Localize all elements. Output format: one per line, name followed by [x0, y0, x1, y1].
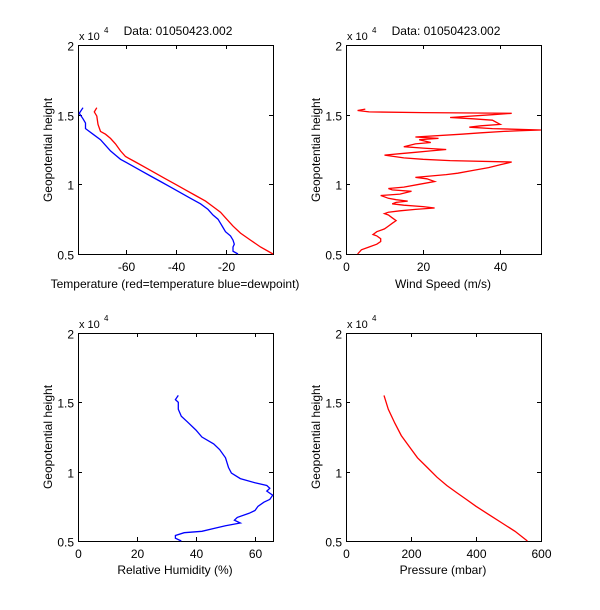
- y-tick-label: 1.5: [325, 110, 342, 124]
- y-tick-label: 0.5: [57, 536, 74, 550]
- y-tick-label: 1: [67, 179, 74, 193]
- x-tick-label: 40: [190, 547, 204, 561]
- plot-title: Data: 01050423.002: [124, 24, 233, 38]
- y-multiplier-exponent: 4: [104, 26, 109, 35]
- y-tick-label: 0.5: [325, 249, 342, 263]
- y-tick-label: 1.5: [57, 110, 74, 124]
- y-tick-label: 1.5: [57, 397, 74, 411]
- series-line-pressure: [383, 395, 528, 542]
- y-tick-label: 2: [67, 40, 74, 54]
- y-tick-label: 1: [67, 467, 74, 481]
- y-multiplier-exponent: 4: [104, 314, 109, 323]
- series-line-relative-humidity: [174, 395, 274, 542]
- x-tick-label: 0: [75, 547, 82, 561]
- y-multiplier-exponent: 4: [372, 314, 377, 323]
- y-tick-label: 0.5: [325, 536, 342, 550]
- x-axis-label: Relative Humidity (%): [117, 563, 232, 577]
- plot-area: [78, 333, 274, 542]
- x-tick-label: 400: [466, 547, 486, 561]
- x-tick-label: 600: [531, 547, 551, 561]
- wind-speed-plot: Data: 01050423.002 Wind Speed (m/s) Geop…: [309, 24, 542, 291]
- relative-humidity-plot: Relative Humidity (%) Geopotential heigh…: [41, 314, 274, 577]
- y-multiplier-exponent: 4: [372, 26, 377, 35]
- series-line-temperature: [93, 107, 274, 255]
- x-tick-label: -60: [118, 260, 136, 274]
- y-tick-label: 0.5: [57, 249, 74, 263]
- x-tick-label: 20: [417, 260, 431, 274]
- y-tick-label: 1.5: [325, 397, 342, 411]
- y-tick-label: 2: [335, 40, 342, 54]
- y-multiplier-label: x 10: [347, 31, 368, 43]
- y-axis-label: Geopotential height: [41, 97, 55, 202]
- plot-area: [78, 45, 274, 255]
- x-tick-label: 40: [494, 260, 508, 274]
- y-axis-label: Geopotential height: [309, 97, 323, 202]
- temperature-plot: Data: 01050423.002 Temperature (red=temp…: [41, 24, 299, 291]
- y-tick-label: 1: [335, 179, 342, 193]
- y-tick-label: 2: [335, 328, 342, 342]
- x-axis-label: Wind Speed (m/s): [395, 277, 491, 291]
- y-tick-label: 1: [335, 467, 342, 481]
- y-axis-label: Geopotential height: [309, 384, 323, 489]
- x-tick-label: 60: [249, 547, 263, 561]
- plot-title: Data: 01050423.002: [392, 24, 501, 38]
- series-line-dewpoint: [78, 107, 239, 255]
- y-multiplier-label: x 10: [347, 319, 368, 331]
- y-multiplier-label: x 10: [79, 319, 100, 331]
- y-tick-label: 2: [67, 328, 74, 342]
- plot-area: [346, 333, 542, 542]
- x-tick-label: 0: [343, 547, 350, 561]
- x-tick-label: 20: [131, 547, 145, 561]
- x-tick-label: -40: [168, 260, 186, 274]
- x-axis-label: Temperature (red=temperature blue=dewpoi…: [51, 277, 300, 291]
- x-tick-label: -20: [218, 260, 236, 274]
- y-multiplier-label: x 10: [79, 31, 100, 43]
- x-axis-label: Pressure (mbar): [400, 563, 487, 577]
- x-tick-label: 200: [401, 547, 421, 561]
- pressure-plot: Pressure (mbar) Geopotential height x 10…: [309, 314, 552, 577]
- y-axis-label: Geopotential height: [41, 384, 55, 489]
- series-line-wind-speed: [357, 108, 542, 255]
- x-tick-label: 0: [343, 260, 350, 274]
